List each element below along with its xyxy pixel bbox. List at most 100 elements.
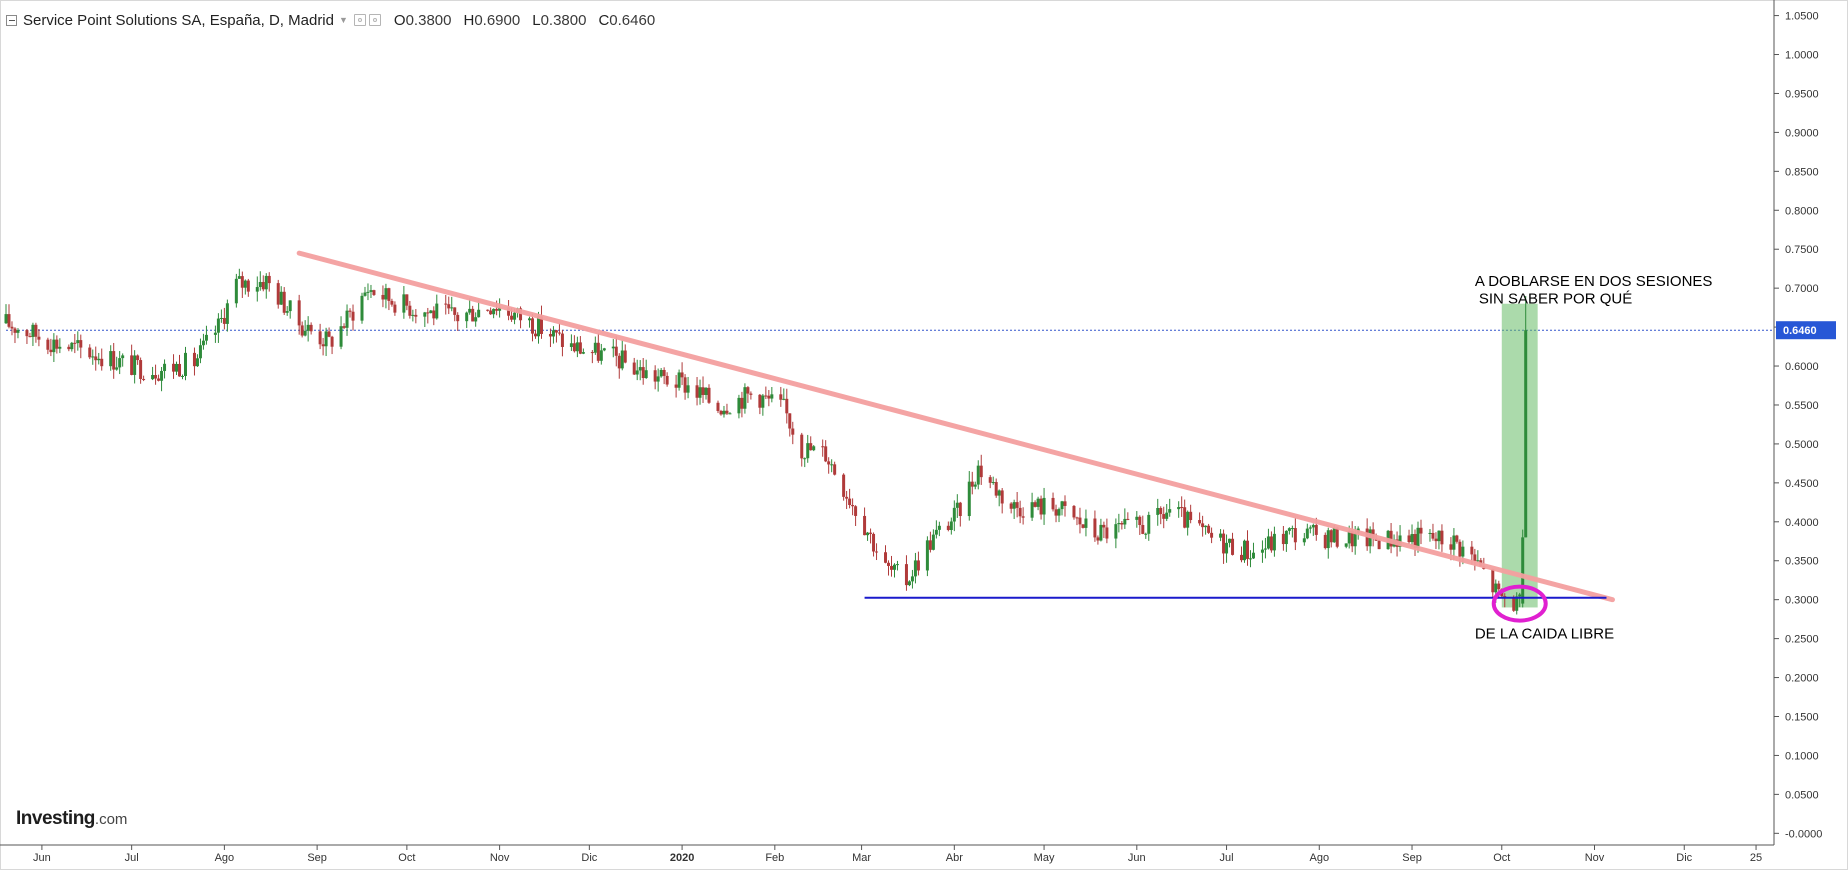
candle-body [70,342,74,350]
candle [1000,488,1004,514]
y-tick-label: 0.7500 [1785,244,1819,256]
candle [486,309,490,312]
candle [91,349,95,365]
candle [967,471,971,521]
candle-body [1081,524,1085,528]
candle [1123,508,1127,529]
candle [52,333,56,362]
candle-body [662,369,666,376]
candle-body [590,352,594,354]
candle-body [1266,536,1270,549]
candle [175,361,179,376]
annotation-top-line1: A DOBLARSE EN DOS SESIONES [1475,273,1713,290]
candle-body [28,336,32,338]
candle [426,307,430,324]
candle [575,336,579,358]
candle-body [1000,490,1004,504]
candle [991,476,995,485]
candle-body [1033,502,1037,507]
candle-body [746,387,750,394]
chevron-down-icon[interactable]: ▼ [339,15,348,25]
candle [916,551,920,576]
candle [115,356,119,371]
candle-body [680,372,684,378]
candle [665,372,669,387]
candle-body [390,300,394,305]
candle [895,560,899,571]
candle [1290,525,1294,538]
candle-body [73,342,77,344]
candle [112,342,116,379]
x-tick-label: Nov [490,852,510,864]
settings-icon[interactable] [353,14,366,26]
candle [863,507,867,536]
y-tick-label: 0.4500 [1785,478,1819,490]
candle-body [1051,497,1055,510]
ohlc-values: O0.3800 H0.6900 L0.3800 C0.6460 [394,12,655,29]
candle-body [303,330,307,336]
candle [800,432,804,467]
candle-body [1141,524,1145,534]
candle-body [1198,520,1202,524]
symbol-title[interactable]: Service Point Solutions SA, España, D, M… [23,11,334,29]
candle-body [581,352,585,354]
high-label: H [463,11,475,29]
candle-body [528,318,532,321]
candle-body [498,307,502,311]
candle [1060,500,1064,516]
candle [405,294,409,311]
candle-body [133,355,137,375]
candle [318,323,322,350]
low-value: 0.3800 [540,11,587,29]
candle [363,286,367,297]
candle-body [243,280,247,288]
candle-body [967,481,971,517]
candle-body [1078,517,1082,525]
open-value: 0.3800 [405,11,452,29]
candle [261,275,265,292]
candle [952,500,956,532]
candle [453,307,457,322]
candle-body [782,398,786,400]
candle-body [596,342,600,361]
candle [195,354,199,367]
candle [719,409,723,416]
candle [369,284,373,298]
candle-body [468,308,472,313]
candle-body [1515,596,1519,611]
y-tick-label: 0.5000 [1785,439,1819,451]
candle [1207,523,1211,534]
candle [848,488,852,509]
candle [408,300,412,319]
candle [360,292,364,324]
candle [1126,512,1130,521]
candle [809,436,813,451]
collapse-icon[interactable] [6,14,17,26]
candle [264,273,268,299]
candle [7,304,11,329]
candle-body [1263,548,1267,550]
candle [913,552,917,584]
visibility-icon[interactable] [368,14,381,26]
candle-body [907,581,911,586]
candle [10,321,14,336]
candle-body [539,316,543,334]
candle-body [429,310,433,314]
candle [222,307,226,330]
candle [1156,498,1160,526]
candle-body [1180,507,1184,509]
candle-body [1219,533,1223,538]
candle [1054,504,1058,523]
candle [411,309,415,322]
candle [348,308,352,318]
close-label: C [598,11,610,29]
candle [444,294,448,315]
candle [851,498,855,516]
candle [384,283,388,309]
x-tick-label: Mar [852,852,871,864]
candle [1012,499,1016,519]
candle [489,307,493,315]
candle-body [994,482,998,496]
